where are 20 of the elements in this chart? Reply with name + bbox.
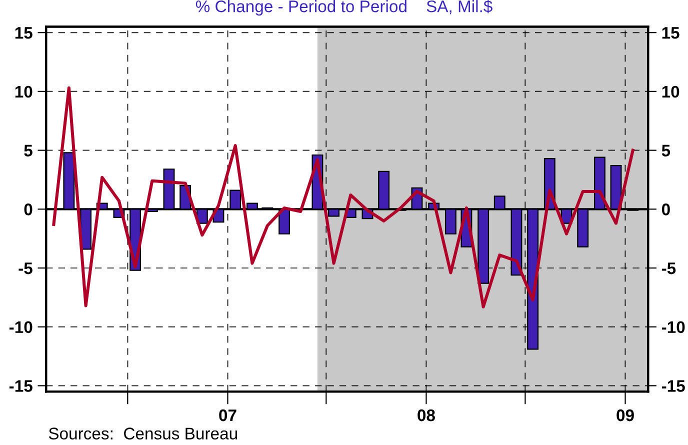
y-tick-label: 15 (15, 27, 32, 39)
y-tick-label: 5 (24, 144, 32, 156)
y-tick-label: 10 (15, 86, 32, 98)
y2-tick-label: 10 (662, 86, 680, 98)
chart-title: % Change - Period to Period SA, Mil.$ (196, 0, 492, 16)
y2-tick-label: -15 (662, 380, 685, 392)
y2-tick-label: -10 (662, 321, 685, 334)
x-tick-label: 08 (418, 409, 435, 422)
y-tick-label: -10 (9, 321, 32, 334)
line-series (52, 86, 634, 308)
y2-tick-label: 5 (662, 144, 670, 156)
source-note: Sources: Census Bureau (48, 428, 237, 440)
y2-tick-label: 0 (662, 204, 670, 216)
y2-tick-label: 15 (662, 27, 680, 39)
y-tick-label: 0 (24, 204, 32, 216)
y2-tick-label: -5 (662, 262, 676, 274)
x-tick-label: 09 (616, 409, 634, 422)
y-tick-label: -15 (9, 380, 32, 392)
y-tick-label: -5 (18, 262, 32, 274)
x-tick-label: 07 (219, 409, 236, 422)
